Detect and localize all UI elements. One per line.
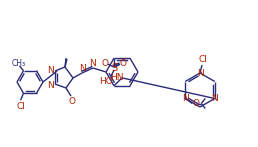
Text: N: N: [197, 69, 203, 77]
Text: N: N: [80, 64, 86, 72]
Text: O: O: [193, 99, 200, 108]
Text: CH₃: CH₃: [11, 59, 26, 68]
Text: Cl: Cl: [199, 55, 207, 64]
Text: O: O: [101, 59, 109, 68]
Text: HN: HN: [110, 73, 124, 82]
Text: N: N: [48, 66, 54, 75]
Text: S: S: [111, 63, 117, 73]
Text: N: N: [211, 94, 218, 103]
Text: N: N: [48, 81, 54, 90]
Text: N: N: [90, 59, 96, 67]
Text: HO: HO: [99, 77, 113, 86]
Text: Cl: Cl: [16, 102, 25, 111]
Text: O: O: [119, 59, 126, 68]
Text: N: N: [182, 94, 189, 103]
Text: O: O: [69, 96, 76, 106]
